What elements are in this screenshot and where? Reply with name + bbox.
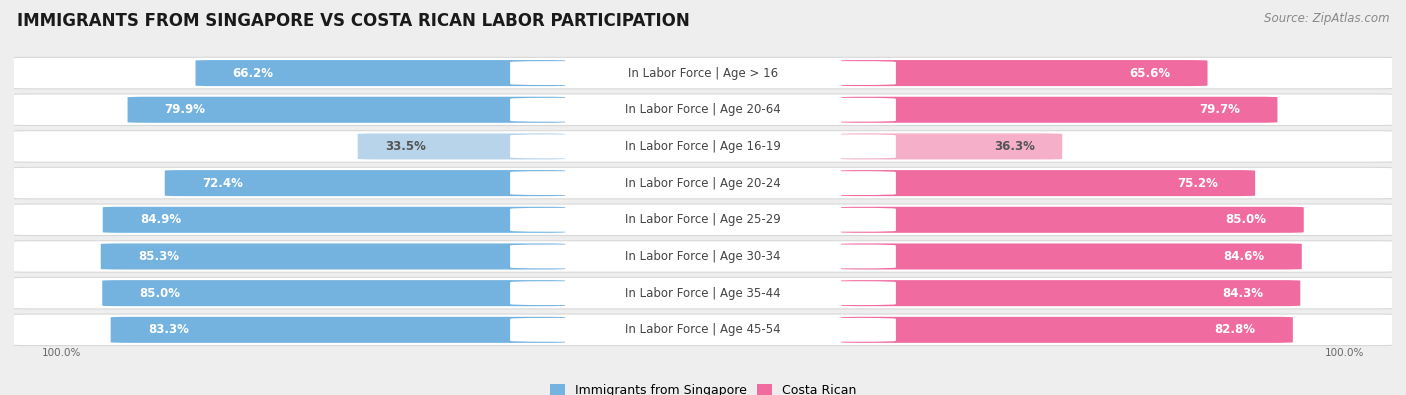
- Text: 66.2%: 66.2%: [233, 67, 274, 79]
- FancyBboxPatch shape: [841, 97, 1278, 123]
- FancyBboxPatch shape: [7, 131, 1399, 162]
- FancyBboxPatch shape: [7, 241, 1399, 272]
- Text: In Labor Force | Age 30-34: In Labor Force | Age 30-34: [626, 250, 780, 263]
- Text: 84.9%: 84.9%: [141, 213, 181, 226]
- FancyBboxPatch shape: [841, 134, 1062, 160]
- FancyBboxPatch shape: [510, 245, 896, 268]
- Text: Source: ZipAtlas.com: Source: ZipAtlas.com: [1264, 12, 1389, 25]
- FancyBboxPatch shape: [510, 318, 896, 342]
- FancyBboxPatch shape: [7, 167, 1399, 199]
- Text: 83.3%: 83.3%: [148, 324, 188, 336]
- FancyBboxPatch shape: [841, 317, 1294, 343]
- FancyBboxPatch shape: [510, 135, 896, 158]
- FancyBboxPatch shape: [510, 98, 896, 122]
- Text: In Labor Force | Age 16-19: In Labor Force | Age 16-19: [626, 140, 780, 153]
- Text: In Labor Force | Age 20-64: In Labor Force | Age 20-64: [626, 103, 780, 116]
- Legend: Immigrants from Singapore, Costa Rican: Immigrants from Singapore, Costa Rican: [546, 379, 860, 395]
- FancyBboxPatch shape: [510, 61, 896, 85]
- Text: In Labor Force | Age 45-54: In Labor Force | Age 45-54: [626, 324, 780, 336]
- FancyBboxPatch shape: [357, 134, 565, 160]
- FancyBboxPatch shape: [7, 314, 1399, 346]
- FancyBboxPatch shape: [7, 94, 1399, 126]
- FancyBboxPatch shape: [841, 170, 1256, 196]
- FancyBboxPatch shape: [841, 60, 1208, 86]
- FancyBboxPatch shape: [7, 204, 1399, 235]
- Text: 79.7%: 79.7%: [1199, 103, 1240, 116]
- Text: 85.0%: 85.0%: [139, 287, 180, 300]
- FancyBboxPatch shape: [841, 207, 1303, 233]
- Text: 36.3%: 36.3%: [994, 140, 1035, 153]
- Text: 65.6%: 65.6%: [1129, 67, 1170, 79]
- FancyBboxPatch shape: [101, 243, 565, 269]
- FancyBboxPatch shape: [165, 170, 565, 196]
- FancyBboxPatch shape: [841, 280, 1301, 306]
- FancyBboxPatch shape: [103, 280, 565, 306]
- Text: 85.0%: 85.0%: [1226, 213, 1267, 226]
- Text: 100.0%: 100.0%: [1324, 348, 1364, 357]
- FancyBboxPatch shape: [103, 207, 565, 233]
- Text: 75.2%: 75.2%: [1177, 177, 1218, 190]
- FancyBboxPatch shape: [510, 208, 896, 232]
- Text: 85.3%: 85.3%: [138, 250, 179, 263]
- Text: 33.5%: 33.5%: [385, 140, 426, 153]
- Text: 72.4%: 72.4%: [202, 177, 243, 190]
- Text: In Labor Force | Age 20-24: In Labor Force | Age 20-24: [626, 177, 780, 190]
- Text: In Labor Force | Age 35-44: In Labor Force | Age 35-44: [626, 287, 780, 300]
- Text: 79.9%: 79.9%: [165, 103, 205, 116]
- FancyBboxPatch shape: [195, 60, 565, 86]
- Text: In Labor Force | Age 25-29: In Labor Force | Age 25-29: [626, 213, 780, 226]
- FancyBboxPatch shape: [510, 171, 896, 195]
- Text: IMMIGRANTS FROM SINGAPORE VS COSTA RICAN LABOR PARTICIPATION: IMMIGRANTS FROM SINGAPORE VS COSTA RICAN…: [17, 12, 689, 30]
- Text: 84.6%: 84.6%: [1223, 250, 1264, 263]
- Text: 84.3%: 84.3%: [1222, 287, 1263, 300]
- FancyBboxPatch shape: [841, 243, 1302, 269]
- Text: 82.8%: 82.8%: [1215, 324, 1256, 336]
- FancyBboxPatch shape: [111, 317, 565, 343]
- Text: 100.0%: 100.0%: [42, 348, 82, 357]
- FancyBboxPatch shape: [7, 277, 1399, 309]
- FancyBboxPatch shape: [128, 97, 565, 123]
- Text: In Labor Force | Age > 16: In Labor Force | Age > 16: [628, 67, 778, 79]
- FancyBboxPatch shape: [510, 281, 896, 305]
- FancyBboxPatch shape: [7, 57, 1399, 89]
